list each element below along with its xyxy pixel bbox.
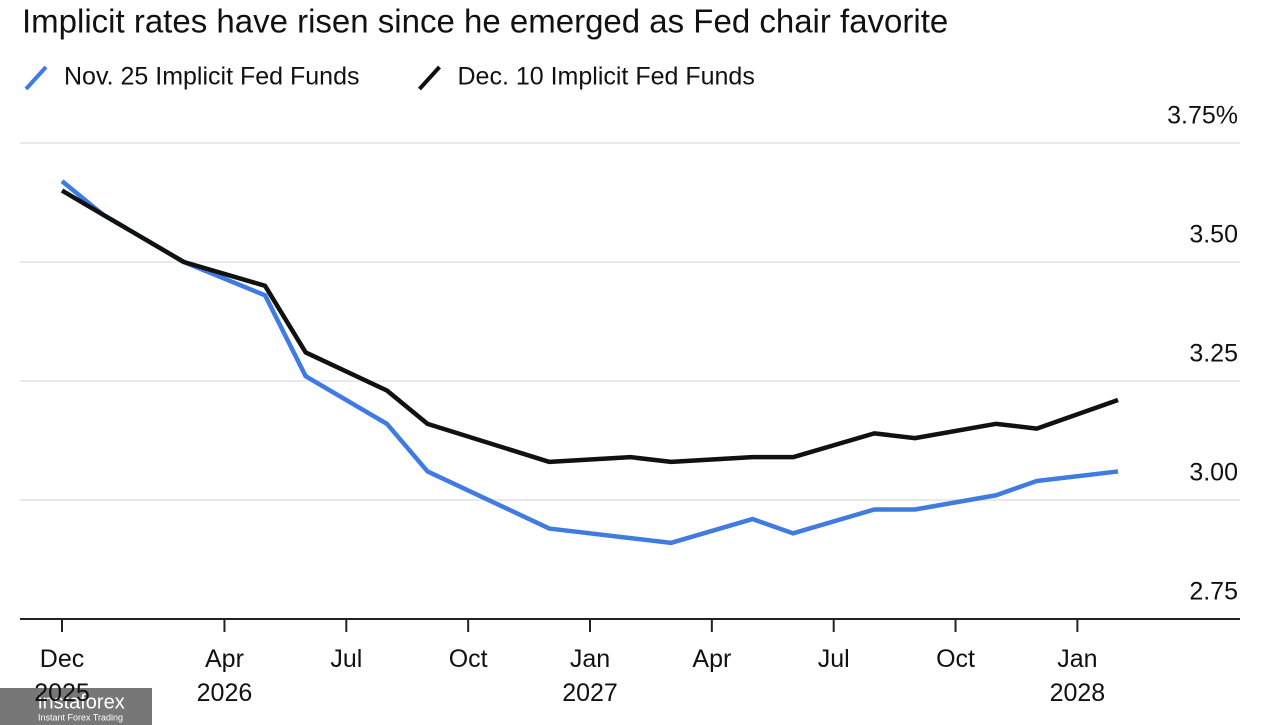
y-tick-label: 2.75 bbox=[1189, 578, 1238, 606]
x-tick-label: Apr 2026 bbox=[196, 645, 253, 707]
legend-label: Nov. 25 Implicit Fed Funds bbox=[64, 63, 359, 91]
y-tick-label: 3.75% bbox=[1167, 102, 1238, 130]
y-tick-label: 3.00 bbox=[1189, 459, 1238, 487]
series-line bbox=[60, 179, 1119, 546]
x-tick-label: Jan 2027 bbox=[562, 645, 618, 707]
x-tick-label: Jan 2028 bbox=[1049, 645, 1106, 707]
watermark-brand: instaforex bbox=[38, 691, 125, 713]
y-tick-label: 3.50 bbox=[1189, 221, 1238, 249]
x-tick-label: Oct bbox=[936, 645, 975, 673]
chart-title: Implicit rates have risen since he emerg… bbox=[22, 3, 948, 40]
x-tick-label: Apr bbox=[692, 645, 732, 673]
legend-swatch bbox=[418, 65, 441, 91]
watermark-bg bbox=[0, 688, 152, 725]
legend-label: Dec. 10 Implicit Fed Funds bbox=[457, 63, 754, 91]
watermark-tagline: Instant Forex Trading bbox=[38, 712, 123, 722]
x-tick-label: Oct bbox=[448, 645, 488, 673]
x-tick-label: Dec 2025 bbox=[34, 645, 90, 707]
legend-swatch bbox=[24, 65, 48, 91]
series-line bbox=[60, 188, 1119, 465]
legend: Nov. 25 Implicit Fed Funds Dec. 10 Implic… bbox=[24, 63, 755, 91]
watermark: instaforex Instant Forex Trading bbox=[0, 688, 152, 725]
y-tick-label: 3.25 bbox=[1189, 340, 1238, 368]
x-tick-label: Jul bbox=[330, 645, 363, 673]
x-tick-label: Jul bbox=[817, 645, 850, 673]
